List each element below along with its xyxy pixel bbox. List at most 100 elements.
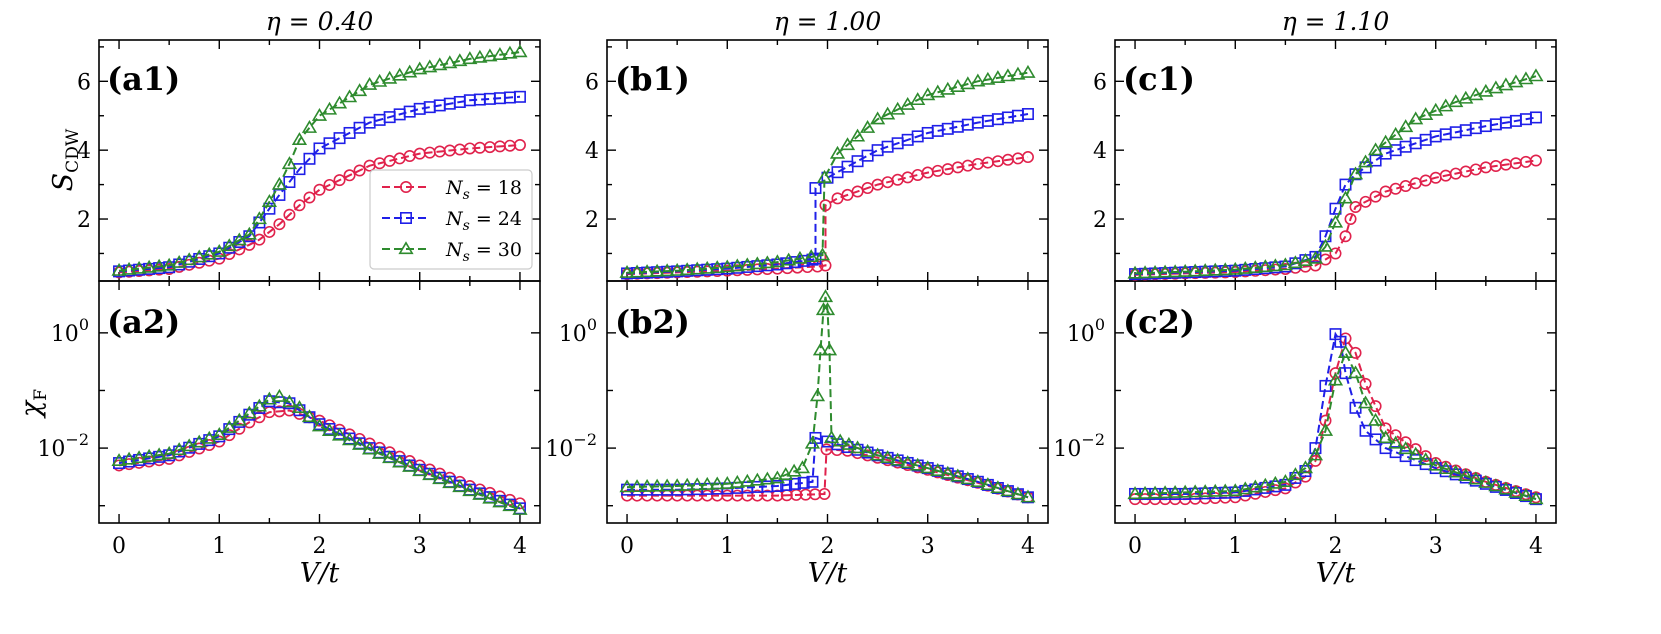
series-top-1-2-point (930, 84, 946, 98)
series-bottom-2-2-point (1167, 484, 1183, 498)
series-top-2-0-point (1339, 230, 1352, 243)
series-bottom-0-2-point (492, 494, 508, 508)
series-bottom-2-2-point (1518, 488, 1534, 502)
series-bottom-1-0-point (809, 488, 822, 501)
series-top-1-2-point (689, 261, 705, 275)
series-top-0-0-point (313, 183, 326, 196)
series-top-2-2-point (1317, 238, 1334, 252)
series-bottom-0-2-point (502, 498, 518, 512)
series-top-1-1-point (871, 144, 884, 157)
series-top-1-2-point (619, 264, 635, 278)
series-bottom-0-2-point (351, 436, 368, 450)
series-top-1-1-point (851, 155, 864, 168)
series-bottom-0-2-point (131, 450, 147, 464)
series-bottom-2-2-point (1378, 430, 1394, 444)
series-bottom-0-2-point (311, 418, 328, 432)
series-bottom-1-2-point (880, 450, 896, 463)
x-tick-label: 1 (212, 534, 226, 559)
series-bottom-2-2-point (1137, 485, 1153, 499)
series-bottom-0-2-point (382, 450, 398, 464)
series-bottom-1-2-point (739, 473, 755, 487)
series-top-1-2-point (980, 71, 996, 85)
series-top-1-2-point (960, 76, 976, 90)
series-top-1-2-point (659, 263, 675, 277)
series-bottom-2-2-point (1488, 478, 1504, 492)
series-top-2-1-point (1529, 111, 1542, 124)
series-top-2-2 (1127, 68, 1544, 279)
series-bottom-0-2-point (161, 445, 177, 459)
series-bottom-1-2-point (832, 433, 848, 447)
series-top-1-2-point (990, 70, 1006, 84)
series-top-0-0-point (353, 164, 366, 177)
series-top-2-2-point (1367, 142, 1384, 156)
series-top-2-2-point (1307, 250, 1324, 264)
series-bottom-0-2-point (181, 438, 197, 452)
series-top-2-2-point (1478, 83, 1494, 97)
series-top-1-2-point (970, 73, 986, 87)
series-top-0-1-point (283, 176, 296, 189)
legend-marker (398, 241, 414, 255)
series-top-2-2-point (1398, 119, 1414, 133)
series-top-2-2-point (1247, 260, 1263, 273)
series-bottom-0-2-point (362, 441, 378, 455)
series-bottom-0-2-point (251, 398, 267, 412)
series-bottom-1-2-point (629, 479, 645, 493)
legend-label: Ns = 24 (445, 208, 522, 234)
series-bottom-2-1-point (1319, 379, 1332, 392)
series-top-1-2-point (880, 106, 896, 120)
series-bottom-1-2-point (809, 388, 826, 402)
series-top-0-2-point (111, 262, 127, 276)
series-bottom-0-2-point (442, 475, 458, 489)
series-bottom-2-2-point (1217, 483, 1233, 497)
series-top-2-2-point (1227, 261, 1243, 275)
series-bottom-1-0-point (771, 489, 784, 502)
x-axis-label: V/t (808, 558, 848, 589)
series-top-2-2-point (1438, 98, 1454, 112)
x-axis-label: V/t (1316, 558, 1356, 589)
y-tick-label: 2 (77, 208, 91, 233)
series-bottom-2-1-point (1339, 367, 1352, 380)
series-bottom-1-2-point (910, 457, 926, 471)
series-top-1-2-point (816, 169, 833, 183)
series-top-0-2-point (462, 51, 478, 65)
series-bottom-1-2-point (1000, 483, 1016, 497)
series-top-0-2 (111, 44, 528, 276)
series-bottom-1-2-point (870, 447, 886, 461)
series-bottom-2-2-point (1357, 395, 1374, 409)
series-bottom-2-1-point (1399, 450, 1412, 463)
series-bottom-1-2-point (1010, 486, 1026, 500)
series-bottom-2-2 (1127, 345, 1544, 505)
series-top-2-2-point (1408, 111, 1424, 125)
y-tick-label: 4 (585, 139, 599, 164)
series-top-1-1 (621, 108, 1034, 280)
series-top-2-2-point (1217, 262, 1233, 276)
series-bottom-1-2-point (900, 455, 916, 469)
series-top-1-1-point (788, 256, 801, 269)
series-top-2-2-point (1127, 265, 1143, 279)
series-bottom-1-2-point (819, 302, 836, 316)
series-top-0-2-point (141, 259, 157, 273)
series-bottom-0-2-point (412, 463, 428, 477)
series-bottom-2-2-point (1277, 474, 1293, 487)
x-tick-label: 1 (720, 534, 734, 559)
series-top-1-2 (619, 64, 1036, 278)
series-bottom-0-2-point (331, 427, 348, 441)
series-top-2-1-line (1134, 116, 1537, 276)
series-top-0-1-point (513, 90, 526, 103)
series-top-2-2-point (1357, 154, 1374, 168)
series-bottom-1-2 (619, 289, 1036, 503)
y-tick-label: 10−2 (37, 430, 89, 462)
series-top-0-0-point (343, 169, 356, 182)
series-top-1-2-point (719, 259, 735, 273)
series-top-0-0-point (293, 199, 306, 212)
series-top-1-2-point (1010, 66, 1026, 80)
series-top-1-2-point (920, 87, 936, 101)
legend-box (369, 169, 533, 270)
series-bottom-2-2-point (1347, 365, 1364, 379)
series-top-2-0-line (1134, 159, 1537, 276)
series-bottom-2-2-point (1177, 484, 1193, 498)
series-bottom-2-2-point (1317, 422, 1334, 436)
series-bottom-0-2-point (221, 419, 237, 433)
series-bottom-1-2-point (699, 476, 715, 490)
